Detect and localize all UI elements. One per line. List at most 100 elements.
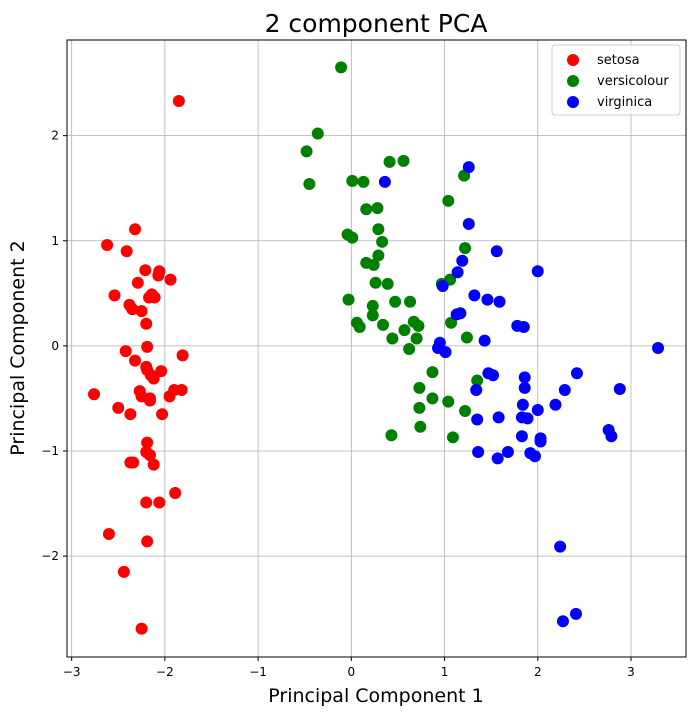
versicolour-point: [446, 431, 459, 444]
virginica-point: [462, 161, 475, 174]
versicolour-point: [377, 318, 390, 331]
virginica-point: [491, 452, 504, 465]
versicolour-point: [403, 343, 416, 356]
versicolour-point: [381, 277, 394, 290]
virginica-point: [528, 450, 541, 463]
versicolour-point: [366, 299, 379, 312]
versicolour-point: [311, 127, 324, 140]
versicolour-point: [353, 320, 366, 333]
versicolour-point: [404, 295, 417, 308]
setosa-point: [163, 390, 176, 403]
setosa-point: [141, 535, 154, 548]
legend-label-virginica: virginica: [597, 95, 652, 110]
y-axis-label: Principal Component 2: [7, 240, 29, 455]
setosa-point: [140, 496, 153, 509]
y-tick-label: 0: [51, 339, 59, 353]
virginica-point: [487, 369, 500, 382]
legend-marker-virginica: [567, 96, 579, 108]
x-tick-label: −3: [63, 665, 81, 679]
versicolour-point: [389, 295, 402, 308]
x-tick-label: 1: [441, 665, 449, 679]
x-tick-label: 0: [348, 665, 356, 679]
y-tick-label: 1: [51, 234, 59, 248]
virginica-point: [570, 367, 583, 380]
versicolour-point: [459, 242, 472, 255]
grid: [67, 40, 686, 657]
versicolour-point: [372, 223, 385, 236]
setosa-point: [117, 565, 130, 578]
versicolour-point: [442, 395, 455, 408]
setosa-point: [169, 487, 182, 500]
versicolour-point: [460, 331, 473, 344]
setosa-point: [120, 245, 133, 258]
setosa-point: [143, 291, 156, 304]
setosa-point: [139, 264, 152, 277]
virginica-point: [492, 411, 505, 424]
virginica-point: [454, 307, 467, 320]
virginica-point: [556, 615, 569, 628]
virginica-point: [436, 279, 449, 292]
virginica-point: [549, 398, 562, 411]
x-axis-label: Principal Component 1: [268, 685, 483, 707]
versicolour-point: [459, 405, 472, 418]
versicolour-point: [376, 235, 389, 248]
setosa-point: [141, 340, 154, 353]
x-tick-label: 2: [534, 665, 542, 679]
y-tick-label: −1: [41, 444, 59, 458]
legend-marker-setosa: [567, 54, 579, 66]
setosa-point: [119, 345, 132, 358]
setosa-point: [131, 276, 144, 289]
versicolour-point: [410, 332, 423, 345]
versicolour-point: [412, 319, 425, 332]
setosa-point: [155, 365, 168, 378]
legend: setosa versicolour virginica: [551, 44, 681, 116]
virginica-point: [518, 381, 531, 394]
setosa-point: [143, 449, 156, 462]
legend-label-versicolour: versicolour: [597, 74, 669, 89]
setosa-point: [147, 458, 160, 471]
virginica-point: [531, 265, 544, 278]
virginica-point: [451, 266, 464, 279]
versicolour-point: [366, 309, 379, 322]
versicolour-point: [367, 258, 380, 271]
setosa-point: [175, 384, 188, 397]
plot-frame: [66, 39, 687, 658]
setosa-point: [140, 317, 153, 330]
legend-label-setosa: setosa: [597, 53, 640, 68]
virginica-point: [468, 289, 481, 302]
legend-marker-versicolour: [567, 75, 579, 87]
setosa-point: [147, 372, 160, 385]
setosa-point: [88, 388, 101, 401]
versicolour-point: [385, 429, 398, 442]
versicolour-point: [397, 154, 410, 167]
setosa-point: [176, 349, 189, 362]
virginica-point: [558, 384, 571, 397]
versicolour-point: [357, 175, 370, 188]
virginica-point: [613, 382, 626, 395]
data-points: [88, 61, 665, 635]
virginica-point: [470, 384, 483, 397]
axis-ticks: −3 −2 −1 0 1 2 3 −2 −1 0 1 2: [41, 129, 635, 679]
setosa-point: [127, 456, 140, 469]
setosa-point: [153, 496, 166, 509]
setosa-point: [156, 408, 169, 421]
virginica-point: [516, 398, 529, 411]
virginica-point: [515, 430, 528, 443]
versicolour-point: [413, 381, 426, 394]
versicolour-point: [383, 155, 396, 168]
virginica-point: [378, 175, 391, 188]
virginica-point: [481, 293, 494, 306]
virginica-point: [554, 540, 567, 553]
virginica-point: [472, 446, 485, 459]
setosa-point: [101, 238, 114, 251]
versicolour-point: [371, 202, 384, 215]
virginica-point: [534, 435, 547, 448]
virginica-point: [478, 334, 491, 347]
y-tick-label: −2: [41, 549, 59, 563]
setosa-point: [164, 273, 177, 286]
versicolour-point: [372, 249, 385, 262]
versicolour-point: [442, 194, 455, 207]
setosa-point: [172, 94, 185, 107]
versicolour-point: [471, 374, 484, 387]
